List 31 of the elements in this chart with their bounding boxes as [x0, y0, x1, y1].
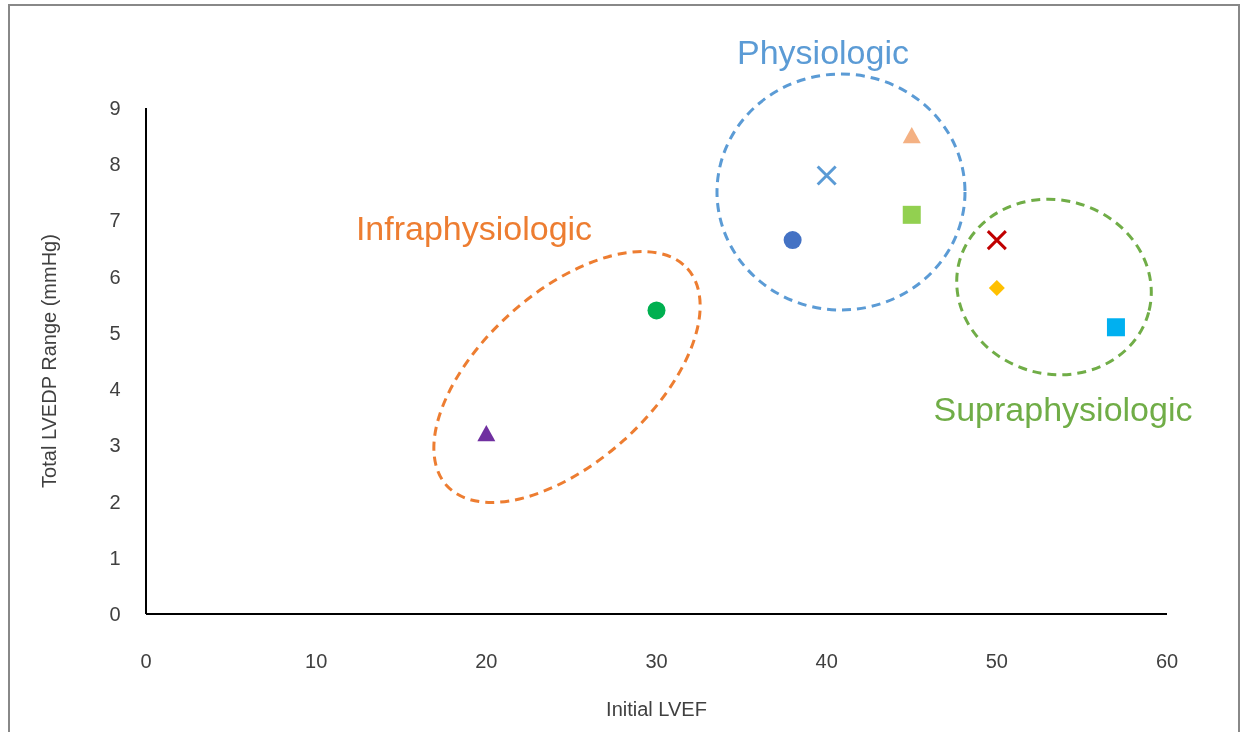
point [477, 425, 496, 442]
x-tick-label: 30 [645, 650, 668, 672]
point [783, 231, 802, 250]
y-tick-label: 5 [109, 321, 121, 344]
y-tick-label: 1 [109, 546, 121, 569]
annotation: Infraphysiologic [355, 209, 593, 247]
annotation: Supraphysiologic [933, 390, 1193, 428]
x-tick-label: 20 [475, 650, 498, 672]
point [816, 164, 838, 186]
text: Physiologic [737, 33, 909, 71]
point [988, 279, 1005, 296]
point [647, 301, 666, 320]
y-tick-label: 7 [109, 209, 121, 232]
y-tick-label: 3 [109, 434, 121, 457]
y-tick-label: 6 [109, 265, 121, 288]
x-tick-label: 60 [1155, 650, 1179, 672]
y-axis-title: Total LVEDP Range (mmHg) [38, 234, 60, 488]
point [1106, 318, 1125, 337]
x-tick-label: 50 [985, 650, 1008, 672]
x-tick-label: 10 [305, 650, 328, 672]
y-tick-label: 4 [109, 378, 121, 401]
point [902, 205, 921, 224]
y-tick-label: 2 [109, 490, 121, 513]
x-axis-title: Initial LVEF [606, 698, 707, 720]
x-tick-label: 40 [815, 650, 838, 672]
y-tick-label: 9 [109, 97, 121, 119]
x-tick-label: 0 [140, 650, 152, 672]
point [986, 229, 1008, 251]
point [902, 127, 921, 144]
y-tick-label: 0 [109, 603, 121, 625]
y-tick-label: 8 [109, 153, 121, 176]
